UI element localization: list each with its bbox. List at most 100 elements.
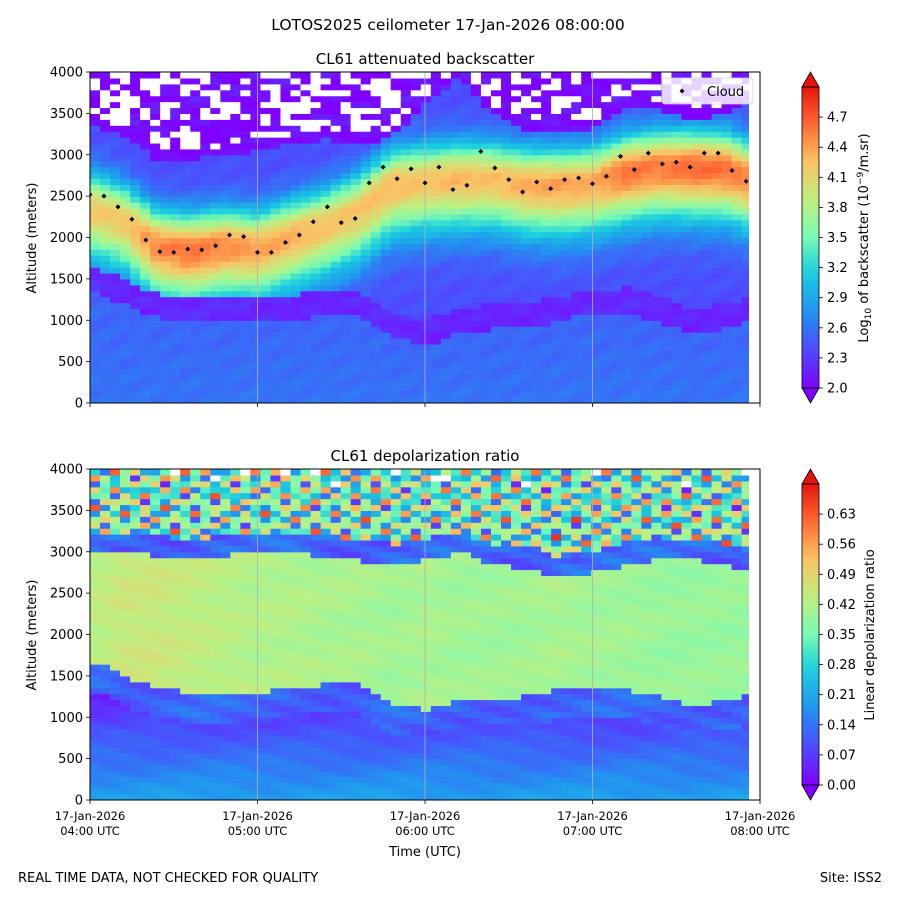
backscatter-colorbar-extend-max <box>801 71 820 88</box>
cloud-point <box>617 153 623 159</box>
x-tick-label-date: 17-Jan-2026 <box>725 809 796 823</box>
y-tick-label: 1500 <box>50 272 83 287</box>
colorbar-tick-label: 3.8 <box>827 201 848 216</box>
cloud-point <box>101 193 107 199</box>
colorbar-tick-label: 3.5 <box>827 231 848 246</box>
y-tick-label: 2500 <box>50 190 83 205</box>
x-tick-label-date: 17-Jan-2026 <box>222 809 293 823</box>
cloud-point <box>534 179 540 185</box>
cloud-point <box>255 249 260 255</box>
colorbar-tick-label: 0.63 <box>827 508 856 523</box>
cloud-point <box>576 175 582 181</box>
cloud-point <box>282 239 288 245</box>
cloud-point <box>506 177 512 183</box>
colorbar-tick-label: 0.35 <box>827 628 856 643</box>
x-tick-label-date: 17-Jan-2026 <box>557 809 628 823</box>
y-tick-label: 3000 <box>50 545 83 560</box>
cloud-point <box>590 181 595 187</box>
backscatter-colorbar-gradient <box>802 87 819 388</box>
y-tick-label: 1000 <box>50 314 83 329</box>
cloud-point <box>520 189 526 195</box>
colorbar-tick-label: 2.9 <box>827 291 848 306</box>
depolarization-colorbar-extend-min <box>801 784 820 801</box>
x-tick-label-time: 05:00 UTC <box>228 824 288 838</box>
cloud-point <box>562 177 568 183</box>
footer-quality-note: REAL TIME DATA, NOT CHECKED FOR QUALITY <box>18 871 318 886</box>
colorbar-tick-label: 0.42 <box>827 598 856 613</box>
cloud-point <box>492 165 498 171</box>
cloud-point <box>338 220 344 226</box>
cloud-point <box>324 204 330 210</box>
colorbar-tick-label: 0.28 <box>827 658 856 673</box>
cloud-point <box>422 180 428 186</box>
cloud-point <box>464 182 470 188</box>
backscatter-gridlines <box>257 72 593 403</box>
y-tick-label: 2000 <box>50 628 83 643</box>
y-tick-label: 3000 <box>50 148 83 163</box>
colorbar-tick-label: 2.3 <box>827 351 848 366</box>
legend-label: Cloud <box>707 85 744 100</box>
cloud-point <box>548 186 554 192</box>
colorbar-tick-label: 4.7 <box>827 111 848 126</box>
cloud-point <box>366 180 372 186</box>
cloud-point <box>129 216 135 222</box>
backscatter-colorbar: 2.0 2.3 2.6 2.9 3.2 3.5 3.8 4.1 4.4 4.7 Log10 of … <box>801 71 874 404</box>
backscatter-ylabel: Altitude (meters) <box>25 183 40 294</box>
cloud-point <box>436 164 442 170</box>
x-axis-label: Time (UTC) <box>388 845 461 860</box>
cloud-point <box>310 219 316 225</box>
colorbar-tick-label: 2.0 <box>827 382 848 397</box>
depolarization-colorbar-extend-max <box>801 468 820 485</box>
cloud-point <box>687 164 693 170</box>
cloud-point <box>645 150 651 156</box>
y-tick-label: 500 <box>58 355 83 370</box>
colorbar-tick-label: 0.49 <box>827 568 856 583</box>
cloud-point <box>213 243 219 249</box>
cloud-point <box>715 150 721 156</box>
backscatter-heatmap <box>90 72 749 403</box>
cloud-point <box>394 176 400 182</box>
cloud-base-markers <box>90 148 749 255</box>
cloud-point <box>115 204 121 210</box>
cloud-point <box>673 159 679 165</box>
depolarization-heatmap <box>90 469 749 800</box>
legend-box <box>661 77 754 105</box>
cloud-point <box>659 161 665 167</box>
y-tick-label: 500 <box>58 752 83 767</box>
y-tick-label: 2500 <box>50 587 83 602</box>
colorbar-tick-label: 4.1 <box>827 171 848 186</box>
backscatter-y-axis: 0 500 1000 1500 2000 2500 3000 3500 4000 <box>50 66 90 412</box>
colorbar-tick-label: 4.4 <box>827 141 848 156</box>
y-tick-label: 0 <box>75 397 83 412</box>
cloud-point <box>268 249 274 255</box>
colorbar-tick-label: 0.14 <box>827 718 856 733</box>
cloud-point <box>408 166 414 172</box>
cloud-point <box>241 234 247 240</box>
y-tick-label: 0 <box>75 794 83 809</box>
y-tick-label: 3500 <box>50 504 83 519</box>
cloud-point <box>729 167 735 173</box>
y-tick-label: 1500 <box>50 669 83 684</box>
figure-suptitle: LOTOS2025 ceilometer 17-Jan-2026 08:00:0… <box>271 16 625 34</box>
cloud-point <box>227 232 233 238</box>
cloud-point <box>701 150 707 156</box>
backscatter-title: CL61 attenuated backscatter <box>316 50 535 68</box>
cloud-point <box>157 249 163 255</box>
depolarization-title: CL61 depolarization ratio <box>331 447 520 465</box>
colorbar-tick-label: 0.56 <box>827 538 856 553</box>
depolarization-y-axis: 0 500 1000 1500 2000 2500 3000 3500 4000 <box>50 463 90 809</box>
backscatter-colorbar-extend-min <box>801 387 820 404</box>
depolarization-colorbar-gradient <box>802 484 819 785</box>
legend: Cloud <box>661 77 754 105</box>
cloud-point <box>185 246 191 252</box>
cloud-point <box>171 249 177 255</box>
colorbar-tick-label: 0.21 <box>827 688 856 703</box>
x-tick-label-time: 07:00 UTC <box>563 824 623 838</box>
cloud-point <box>631 167 637 173</box>
x-tick-label-time: 04:00 UTC <box>60 824 120 838</box>
y-tick-label: 1000 <box>50 711 83 726</box>
depolarization-panel: CL61 depolarization ratio 0 500 1000 1500 20… <box>25 447 878 860</box>
colorbar-tick-label: 2.6 <box>827 321 848 336</box>
backscatter-x-axis <box>89 403 761 407</box>
